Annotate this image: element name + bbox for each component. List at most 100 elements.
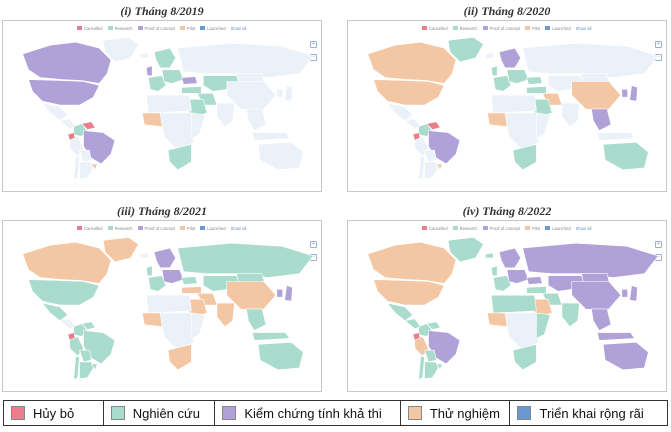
- country-europe-e[interactable]: [506, 269, 529, 284]
- country-turkey[interactable]: [526, 86, 547, 94]
- country-central-am[interactable]: [404, 318, 422, 329]
- country-bolivia[interactable]: [79, 149, 92, 163]
- country-venezuela[interactable]: [425, 121, 441, 130]
- country-greenland[interactable]: [447, 37, 484, 63]
- mini-legend-research[interactable]: Research: [452, 26, 478, 31]
- country-brazil[interactable]: [83, 330, 116, 365]
- country-bolivia[interactable]: [424, 349, 437, 363]
- country-se-asia[interactable]: [591, 108, 612, 131]
- country-argentina[interactable]: [424, 361, 439, 379]
- country-ukraine[interactable]: [526, 276, 543, 285]
- country-russia[interactable]: [177, 42, 314, 78]
- country-uk[interactable]: [490, 265, 498, 276]
- country-india[interactable]: [561, 302, 580, 328]
- country-n-africa[interactable]: [145, 294, 192, 314]
- country-korea[interactable]: [276, 289, 283, 298]
- mini-legend-launched[interactable]: Launched: [545, 26, 571, 31]
- mini-legend-launched[interactable]: Launched: [200, 226, 226, 231]
- country-indonesia[interactable]: [596, 332, 636, 341]
- country-uk[interactable]: [490, 65, 498, 76]
- show-all-link[interactable]: Show all: [230, 225, 247, 231]
- mini-legend-research[interactable]: Research: [107, 226, 133, 231]
- zoom-in-button[interactable]: +: [655, 241, 662, 248]
- mini-legend-launched[interactable]: Launched: [545, 226, 571, 231]
- show-all-link[interactable]: Show all: [575, 25, 592, 31]
- country-venezuela[interactable]: [80, 321, 96, 330]
- country-chile[interactable]: [73, 355, 80, 381]
- country-c-africa[interactable]: [504, 112, 539, 151]
- country-russia[interactable]: [177, 242, 314, 278]
- country-australia[interactable]: [602, 142, 649, 171]
- country-canada[interactable]: [367, 41, 457, 84]
- country-scandinavia[interactable]: [498, 47, 522, 69]
- country-europe-e[interactable]: [161, 69, 184, 84]
- country-usa[interactable]: [28, 79, 100, 106]
- country-korea[interactable]: [621, 89, 628, 98]
- country-argentina[interactable]: [79, 361, 94, 379]
- country-e-africa[interactable]: [191, 312, 206, 339]
- mini-legend-pilot[interactable]: Pilot: [525, 26, 540, 31]
- country-w-africa[interactable]: [142, 112, 163, 127]
- mini-legend-pilot[interactable]: Pilot: [525, 226, 540, 231]
- mini-legend-cancelled[interactable]: Cancelled: [77, 226, 103, 231]
- country-s-africa[interactable]: [512, 143, 537, 171]
- country-ukraine[interactable]: [526, 76, 543, 85]
- country-japan[interactable]: [284, 85, 293, 102]
- country-usa[interactable]: [28, 279, 100, 306]
- country-india[interactable]: [216, 302, 235, 328]
- mini-legend-research[interactable]: Research: [452, 226, 478, 231]
- country-scandinavia[interactable]: [153, 247, 177, 269]
- country-iceland[interactable]: [140, 52, 149, 59]
- country-europe-e[interactable]: [161, 269, 184, 284]
- country-c-africa[interactable]: [159, 112, 194, 151]
- zoom-in-button[interactable]: +: [310, 241, 317, 248]
- country-australia[interactable]: [602, 342, 649, 371]
- country-europe-w[interactable]: [492, 75, 512, 92]
- map-frame[interactable]: Cancelled Research Proof of concept Pilo…: [2, 220, 322, 392]
- country-indonesia[interactable]: [251, 332, 291, 341]
- country-venezuela[interactable]: [425, 321, 441, 330]
- country-greenland[interactable]: [447, 237, 484, 263]
- map-frame[interactable]: Cancelled Research Proof of concept Pilo…: [347, 20, 667, 192]
- country-uk[interactable]: [145, 265, 153, 276]
- mini-legend-proof[interactable]: Proof of concept: [482, 226, 520, 231]
- country-bolivia[interactable]: [424, 149, 437, 163]
- country-venezuela[interactable]: [80, 121, 96, 130]
- country-korea[interactable]: [621, 289, 628, 298]
- mini-legend-proof[interactable]: Proof of concept: [482, 26, 520, 31]
- country-russia[interactable]: [522, 242, 659, 278]
- country-europe-e[interactable]: [506, 69, 529, 84]
- country-india[interactable]: [216, 102, 235, 128]
- country-australia[interactable]: [257, 142, 304, 171]
- country-central-am[interactable]: [59, 118, 77, 129]
- country-ukraine[interactable]: [181, 276, 198, 285]
- mini-legend-cancelled[interactable]: Cancelled: [422, 26, 448, 31]
- map-frame[interactable]: Cancelled Research Proof of concept Pilo…: [2, 20, 322, 192]
- country-se-asia[interactable]: [591, 308, 612, 331]
- country-chile[interactable]: [418, 155, 425, 181]
- country-uruguay[interactable]: [435, 363, 443, 371]
- country-uruguay[interactable]: [90, 363, 98, 371]
- country-europe-w[interactable]: [147, 275, 167, 292]
- country-iceland[interactable]: [485, 252, 494, 259]
- mini-legend-proof[interactable]: Proof of concept: [137, 226, 175, 231]
- country-uruguay[interactable]: [90, 163, 98, 171]
- country-mexico[interactable]: [386, 302, 414, 322]
- country-argentina[interactable]: [424, 161, 439, 179]
- country-brazil[interactable]: [428, 130, 461, 165]
- country-ukraine[interactable]: [181, 76, 198, 85]
- mini-legend-launched[interactable]: Launched: [200, 26, 226, 31]
- country-japan[interactable]: [629, 85, 638, 102]
- country-e-africa[interactable]: [191, 112, 206, 139]
- country-mexico[interactable]: [41, 302, 69, 322]
- country-central-am[interactable]: [59, 318, 77, 329]
- country-canada[interactable]: [367, 241, 457, 284]
- country-brazil[interactable]: [83, 130, 116, 165]
- country-scandinavia[interactable]: [498, 247, 522, 269]
- country-usa[interactable]: [373, 79, 445, 106]
- country-europe-w[interactable]: [147, 75, 167, 92]
- mini-legend-pilot[interactable]: Pilot: [180, 26, 195, 31]
- country-iceland[interactable]: [485, 52, 494, 59]
- zoom-in-button[interactable]: +: [655, 41, 662, 48]
- country-w-africa[interactable]: [487, 112, 508, 127]
